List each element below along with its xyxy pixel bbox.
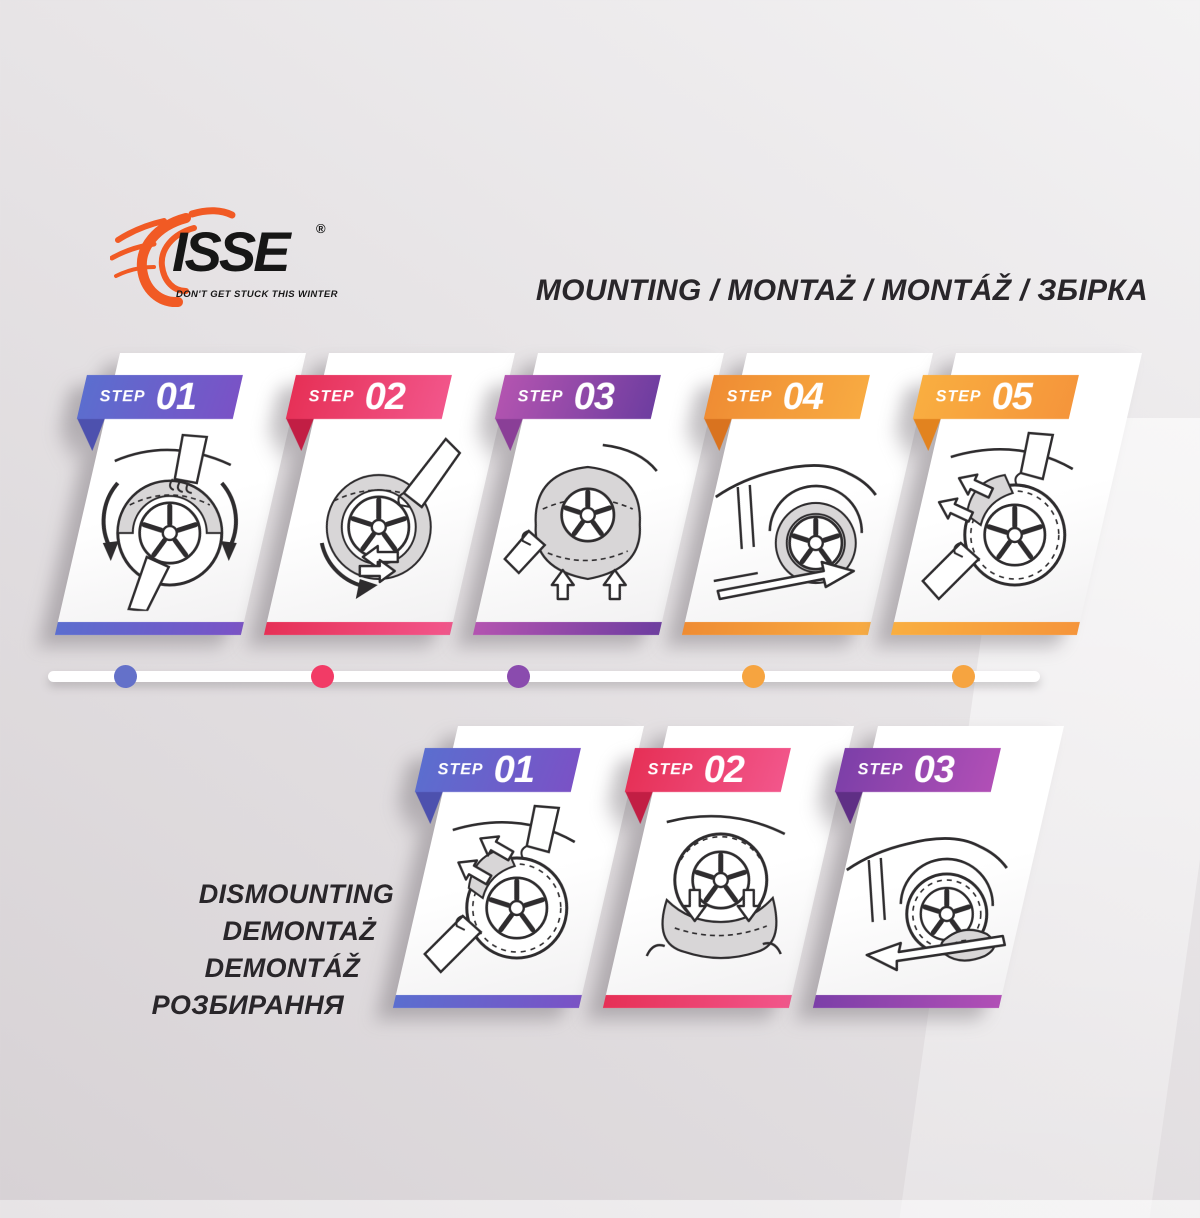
step-number: 02 — [703, 749, 744, 791]
registered-mark: ® — [316, 221, 326, 236]
mounting-step-card-04: STEP 04 — [681, 353, 933, 635]
step-ribbon: STEP 04 — [703, 375, 870, 419]
card-accent-bar — [472, 622, 662, 635]
mounting-title: MOUNTING / MONTAŻ / MONTÁŽ / ЗБІРКА — [535, 274, 1148, 307]
card-accent-bar — [54, 622, 244, 635]
timeline-dot-4 — [741, 665, 765, 688]
step-number: 03 — [573, 376, 614, 418]
sock-pulled-down-off-wheel-illustration — [629, 798, 807, 990]
brand-logo: ISSE ® DON'T GET STUCK THIS WINTER — [110, 206, 340, 318]
step-label: STEP — [437, 761, 484, 778]
dismounting-title-line: DEMONTAŻ — [222, 916, 376, 946]
step-label: STEP — [308, 388, 355, 405]
mounting-step-card-03: STEP 03 — [472, 353, 724, 635]
step-label: STEP — [517, 388, 564, 405]
mounting-step-card-02: STEP 02 — [263, 353, 515, 635]
timeline-dot-5 — [951, 665, 975, 688]
step-label: STEP — [726, 388, 773, 405]
step-label: STEP — [99, 388, 146, 405]
step-ribbon: STEP 03 — [494, 375, 661, 419]
step-number: 03 — [913, 749, 954, 791]
pulling-sock-around-wheel-illustration — [290, 425, 468, 617]
dismounting-title-line: DISMOUNTING — [198, 879, 394, 909]
brand-name: ISSE — [172, 220, 291, 283]
tire-swoosh-icon — [110, 207, 236, 307]
step-number: 05 — [991, 376, 1032, 418]
dismounting-step-card-01: STEP 01 — [392, 726, 644, 1008]
step-label: STEP — [857, 761, 904, 778]
timeline-dot-3 — [506, 665, 530, 688]
hands-pulling-sock-off-illustration — [419, 798, 597, 990]
card-accent-bar — [681, 622, 871, 635]
step-ribbon: STEP 01 — [414, 748, 581, 792]
timeline-dot-2 — [310, 665, 334, 688]
step-ribbon: STEP 02 — [285, 375, 452, 419]
mounting-step-card-05: STEP 05 — [890, 353, 1142, 635]
card-accent-bar — [812, 995, 1002, 1008]
progress-line — [48, 665, 1040, 688]
car-driving-forward-illustration — [708, 425, 886, 617]
step-number: 02 — [364, 376, 405, 418]
timeline-dot-1 — [113, 665, 137, 688]
step-ribbon: STEP 02 — [624, 748, 791, 792]
dismounting-title-line: DEMONTÁŽ — [204, 953, 360, 983]
car-reversing-off-sock-illustration — [839, 798, 1017, 990]
dismounting-step-card-03: STEP 03 — [812, 726, 1064, 1008]
step-ribbon: STEP 03 — [834, 748, 1001, 792]
brand-tagline: DON'T GET STUCK THIS WINTER — [176, 289, 338, 300]
dismounting-title-line: РОЗБИРАННЯ — [151, 990, 344, 1020]
step-number: 01 — [155, 376, 196, 418]
card-accent-bar — [263, 622, 453, 635]
hands-adjusting-sock-illustration — [917, 425, 1095, 617]
step-ribbon: STEP 05 — [912, 375, 1079, 419]
stretching-sock-over-wheel-illustration — [499, 425, 677, 617]
mounting-step-card-01: STEP 01 — [54, 353, 306, 635]
step-number: 01 — [493, 749, 534, 791]
step-label: STEP — [935, 388, 982, 405]
card-accent-bar — [890, 622, 1080, 635]
card-accent-bar — [602, 995, 792, 1008]
dismounting-title: DISMOUNTING DEMONTAŻ DEMONTÁŽ РОЗБИРАННЯ — [88, 876, 394, 1024]
step-label: STEP — [647, 761, 694, 778]
step-ribbon: STEP 01 — [76, 375, 243, 419]
hands-rotating-sock-on-wheel-illustration — [81, 425, 259, 617]
card-accent-bar — [392, 995, 582, 1008]
step-number: 04 — [782, 376, 823, 418]
dismounting-step-card-02: STEP 02 — [602, 726, 854, 1008]
